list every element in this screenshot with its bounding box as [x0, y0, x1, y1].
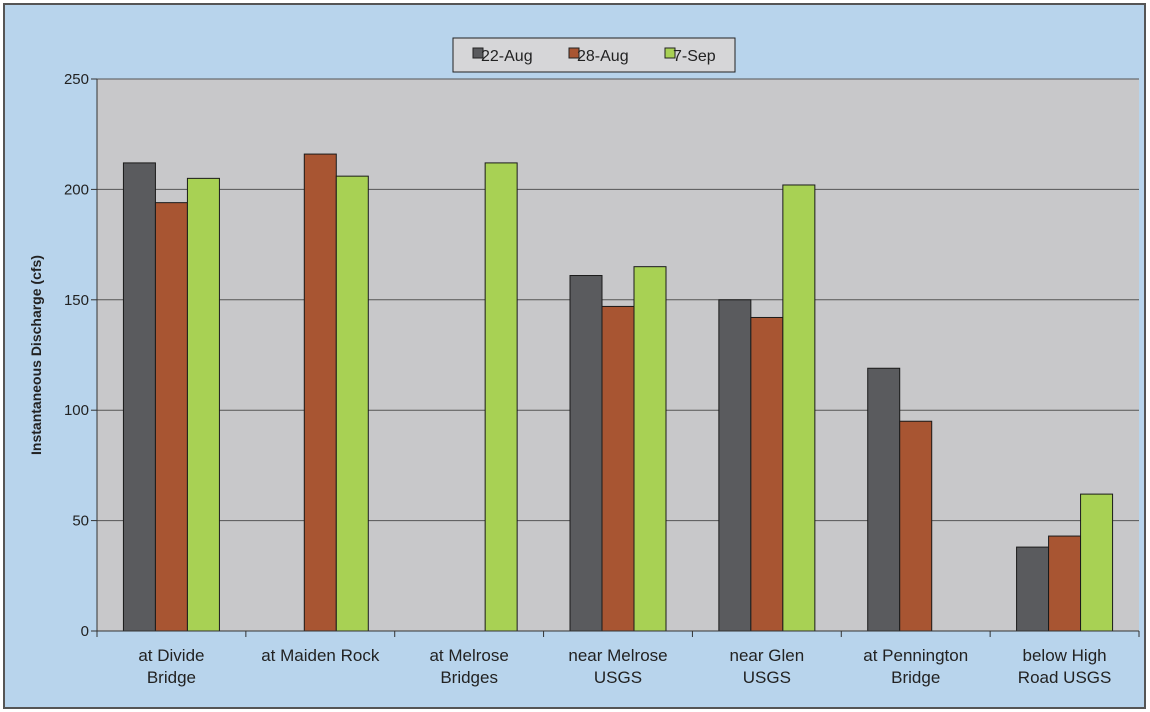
y-tick-label: 200	[64, 181, 89, 198]
x-category-label: at Melrose	[429, 646, 508, 665]
x-category-label: USGS	[594, 668, 642, 687]
legend: 22-Aug 28-Aug 7-Sep	[452, 37, 736, 73]
gridlines	[91, 78, 1139, 632]
bar	[601, 305, 635, 632]
bars	[122, 153, 1114, 632]
x-category-label: Bridges	[440, 668, 498, 687]
legend-swatch	[472, 47, 484, 59]
bar	[1080, 493, 1114, 632]
bar	[569, 275, 603, 632]
bar	[750, 316, 784, 632]
legend-label: 22-Aug	[481, 48, 533, 65]
x-category-label: near Glen	[730, 646, 805, 665]
x-category-label: USGS	[743, 668, 791, 687]
legend-label: 7-Sep	[673, 48, 716, 65]
bar	[718, 299, 752, 632]
x-category-label: at Pennington	[863, 646, 968, 665]
bar	[899, 420, 933, 632]
axes	[96, 79, 1140, 637]
legend-box	[452, 37, 736, 73]
legend-swatch	[664, 47, 676, 59]
x-category-label: near Melrose	[568, 646, 667, 665]
x-category-label: Road USGS	[1018, 668, 1112, 687]
y-tick-labels: 0 50 100 150 200 250	[64, 71, 89, 640]
x-category-label: Bridge	[891, 668, 940, 687]
y-axis-title: Instantaneous Discharge (cfs)	[28, 255, 44, 455]
bar	[1016, 546, 1050, 632]
bar	[484, 162, 518, 632]
bar	[122, 162, 156, 632]
bar	[867, 367, 901, 632]
y-tick-label: 250	[64, 71, 89, 88]
x-category-label: below High	[1023, 646, 1107, 665]
x-category-label: at Divide	[138, 646, 204, 665]
x-category-labels: at Divide Bridge at Maiden Rock at Melrose B…	[138, 646, 1111, 687]
bar	[335, 175, 369, 632]
bar	[186, 177, 220, 632]
y-tick-label: 0	[81, 623, 89, 640]
bar	[1048, 535, 1082, 632]
bar	[782, 184, 816, 632]
chart-frame: 0 50 100 150 200 250 at Divide Bridge at Maiden…	[3, 3, 1146, 709]
y-tick-label: 150	[64, 292, 89, 309]
y-tick-label: 100	[64, 402, 89, 419]
x-category-label: at Maiden Rock	[261, 646, 380, 665]
legend-swatch	[568, 47, 580, 59]
x-category-label: Bridge	[147, 668, 196, 687]
bar	[633, 266, 667, 632]
legend-label: 28-Aug	[577, 48, 629, 65]
bar	[303, 153, 337, 632]
discharge-bar-chart: 0 50 100 150 200 250 at Divide Bridge at Maiden…	[5, 5, 1144, 707]
bar	[154, 202, 188, 632]
y-tick-label: 50	[72, 513, 89, 530]
